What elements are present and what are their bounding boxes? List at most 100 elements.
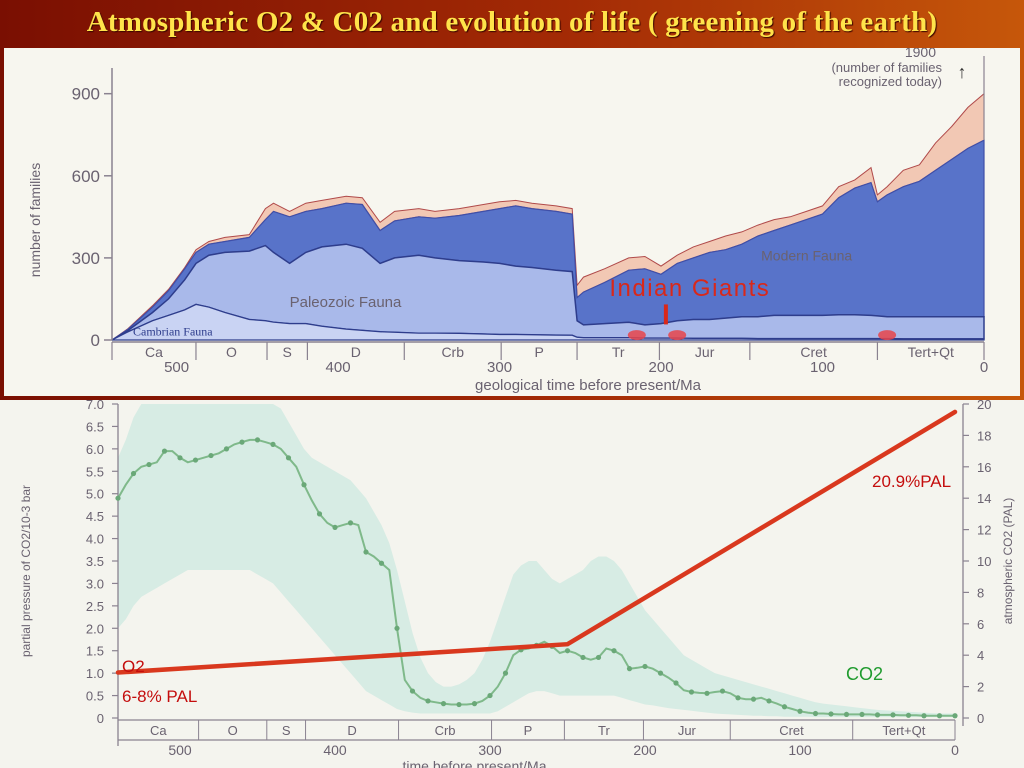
y-tick-label: 0 [91,331,100,350]
co2-o2-chart-panel: 0 0.5 1.0 1.5 2.0 2.5 3.0 3.5 4.0 4.5 5.0 5.5 6.0 6.5… [0,400,1024,768]
x-tick-label: 400 [326,359,351,376]
indian-giants-marker [663,304,668,325]
y-tick-label: 900 [72,85,100,104]
co2-point [332,524,338,530]
co2-point [239,439,245,445]
co2-point [936,713,943,719]
paleozoic-fauna-label: Paleozoic Fauna [290,294,402,311]
right-y-axis-label: atmospheric CO2 (PAL) [1001,498,1015,625]
co2-point [316,511,323,517]
cambrian-fauna-area [111,303,985,341]
co2-point [673,680,679,686]
co2-point [285,455,292,461]
co2-point [564,648,571,654]
o2-line [115,409,958,675]
left-y-tick-label: 1.0 [86,666,104,681]
up-arrow-icon: ↑ [958,62,967,82]
co2-point [192,457,199,463]
co2-point [161,448,168,454]
co2-point [254,437,261,443]
x-tick-label: 0 [980,359,988,376]
co2-point [115,495,121,501]
co2-point [611,648,617,654]
left-y-tick-label: 2.5 [86,599,104,614]
period-label: S [283,344,292,360]
period-label: Jur [695,344,715,360]
left-y-tick-label: 4.5 [86,509,104,524]
x-tick-label: 100 [788,742,812,758]
co2-point [425,698,431,704]
co2-point [642,663,648,670]
period-label: Tert+Qt [882,723,925,738]
co2-point [130,470,137,477]
period-label: P [534,344,543,360]
co2-point [828,711,834,717]
co2-point [208,452,214,459]
x-tick-label: 500 [164,359,189,376]
co2-point [378,560,385,566]
period-label: O [228,723,238,738]
period-label: O [226,344,237,360]
co2-point [905,712,912,718]
co2-point [146,461,152,468]
co2-point [409,688,416,694]
left-y-tick-label: 5.0 [86,487,104,502]
right-y-tick-label: 2 [977,680,984,695]
co2-point [874,712,881,718]
y-tick-label: 600 [72,167,100,186]
families-chart: 0 300 600 900 number of families Ca O S D Crb P Tr J… [27,48,988,394]
co2-point [952,713,958,719]
period-label: D [347,723,356,738]
period-label: D [351,344,361,360]
co2-uncertainty-band [118,404,955,718]
co2-point [456,701,462,708]
left-y-tick-label: 7.0 [86,400,104,412]
co2-point [781,704,788,710]
co2-point [487,692,493,699]
co2-point [890,712,896,718]
x-tick-label: 500 [168,742,192,758]
co2-point [657,670,664,676]
co2-point [471,701,478,707]
co2-point [595,654,602,661]
y-tick-label: 300 [72,249,100,268]
period-label: Tr [612,344,625,360]
co2-point [735,695,741,701]
left-y-tick-label: 0 [97,711,104,726]
o2-value-label: 6-8% PAL [122,687,197,706]
x-axis-label: time before present/Ma [403,758,547,768]
period-label: Tert+Qt [908,344,954,360]
co2-point [223,446,230,452]
period-label: S [282,723,291,738]
indian-giants-label: Indian Giants [609,275,770,302]
x-tick-label: 200 [649,359,674,376]
co2-point [859,711,865,718]
co2-point [750,696,757,702]
co2-point [626,666,633,672]
right-y-tick-label: 10 [977,554,991,569]
co2-o2-chart: 0 0.5 1.0 1.5 2.0 2.5 3.0 3.5 4.0 4.5 5.0 5.5 6.0 6.5… [19,400,1015,768]
right-y-tick-label: 14 [977,491,991,506]
red-marker-dot [627,330,646,341]
right-y-tick-label: 6 [977,617,984,632]
cambrian-fauna-label: Cambrian Fauna [133,324,213,338]
slide-title: Atmospheric O2 & C02 and evolution of li… [86,6,938,38]
co2-point [688,689,695,695]
co2-point [301,482,307,488]
left-y-tick-label: 2.0 [86,621,104,636]
period-label: Crb [435,723,456,738]
left-y-tick-label: 6.0 [86,442,104,457]
x-tick-label: 200 [633,742,657,758]
y-axis-label: number of families [27,163,43,277]
co2-point [363,549,369,555]
x-tick-label: 400 [323,742,347,758]
co2-point [580,654,586,661]
co2-point [270,441,276,447]
right-y-tick-label: 8 [977,585,984,600]
left-y-tick-label: 1.5 [86,644,104,659]
x-tick-label: 0 [951,742,959,758]
left-y-tick-label: 4.0 [86,532,104,547]
co2-point [797,708,803,714]
x-tick-label: 300 [487,359,512,376]
top-note-line2: recognized today) [839,74,942,89]
